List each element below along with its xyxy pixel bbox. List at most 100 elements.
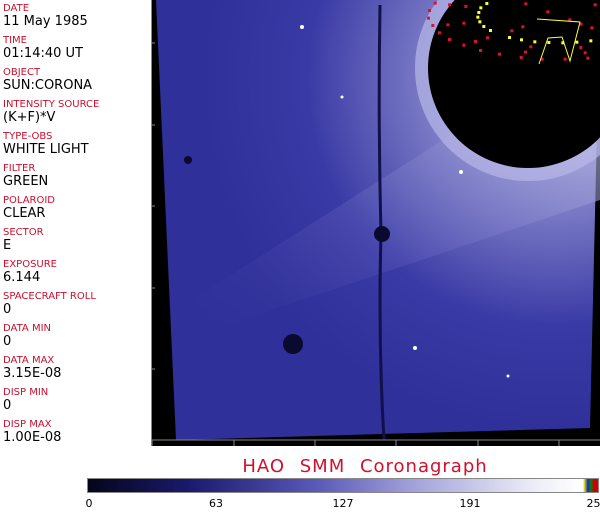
info-label: TYPE-OBS bbox=[3, 131, 53, 142]
marker bbox=[533, 40, 537, 44]
marker bbox=[462, 21, 466, 25]
star bbox=[459, 170, 463, 174]
marker bbox=[510, 29, 514, 33]
marker bbox=[486, 36, 489, 40]
marker bbox=[590, 26, 594, 30]
info-label: FILTER bbox=[3, 163, 36, 174]
colorbar-tick-label: 191 bbox=[459, 497, 481, 510]
marker bbox=[508, 36, 511, 39]
plot-title: HAO SMM Coronagraph bbox=[242, 456, 488, 477]
info-value: E bbox=[3, 238, 12, 253]
info-label: EXPOSURE bbox=[3, 259, 58, 270]
info-value: 0 bbox=[3, 302, 12, 317]
marker bbox=[540, 57, 544, 61]
marker bbox=[428, 9, 431, 12]
marker bbox=[568, 18, 572, 22]
marker bbox=[427, 16, 430, 20]
info-field: TYPE-OBS WHITE LIGHT bbox=[3, 131, 89, 157]
colorbar-tick-label: 255 bbox=[586, 497, 600, 510]
info-field: DISP MIN 0 bbox=[3, 387, 48, 413]
dark-spot bbox=[184, 156, 192, 164]
info-label: SECTOR bbox=[3, 227, 44, 238]
info-value: (K+F)*V bbox=[3, 110, 56, 125]
marker bbox=[446, 23, 450, 27]
marker bbox=[462, 43, 466, 47]
marker bbox=[524, 50, 527, 54]
info-field: DATA MIN 0 bbox=[3, 323, 51, 349]
info-field: SECTOR E bbox=[3, 227, 44, 253]
info-panel: DATE 11 May 1985 TIME 01:14:40 UT OBJECT… bbox=[0, 0, 152, 446]
info-value: 0 bbox=[3, 334, 12, 349]
pylon-spot bbox=[374, 226, 390, 242]
info-value: GREEN bbox=[3, 174, 49, 189]
star bbox=[506, 374, 510, 378]
info-label: DISP MAX bbox=[3, 419, 52, 430]
colorbar-tick-label: 127 bbox=[332, 497, 354, 510]
marker bbox=[589, 39, 593, 43]
star bbox=[413, 346, 417, 350]
info-value: 1.00E-08 bbox=[3, 430, 62, 445]
marker bbox=[482, 25, 486, 28]
marker bbox=[477, 11, 481, 14]
marker bbox=[478, 20, 482, 24]
marker bbox=[479, 49, 482, 52]
info-label: DATE bbox=[3, 3, 30, 14]
marker bbox=[498, 52, 501, 56]
occulter-disk bbox=[428, 0, 600, 168]
sector-outline bbox=[536, 18, 581, 65]
marker bbox=[546, 10, 550, 14]
marker bbox=[438, 31, 441, 35]
info-value: SUN:CORONA bbox=[3, 78, 93, 93]
info-label: DATA MIN bbox=[3, 323, 51, 334]
star bbox=[300, 25, 304, 29]
marker bbox=[579, 46, 583, 49]
info-field: POLAROID CLEAR bbox=[3, 195, 55, 221]
star bbox=[340, 95, 344, 99]
marker bbox=[520, 38, 523, 42]
info-value: 01:14:40 UT bbox=[3, 46, 83, 61]
marker bbox=[464, 5, 468, 8]
colorbar-tick-label: 63 bbox=[209, 497, 223, 510]
info-field: DATA MAX 3.15E-08 bbox=[3, 355, 61, 381]
info-field: OBJECT SUN:CORONA bbox=[3, 67, 92, 93]
dark-spot bbox=[283, 334, 303, 354]
marker bbox=[561, 41, 565, 45]
occulter-halo bbox=[415, 0, 600, 181]
info-value: 6.144 bbox=[3, 270, 41, 285]
info-value: 11 May 1985 bbox=[3, 14, 88, 29]
info-field: FILTER GREEN bbox=[3, 163, 48, 189]
marker bbox=[485, 2, 489, 5]
marker bbox=[489, 29, 492, 32]
occulter-markers bbox=[427, 1, 597, 61]
info-label: TIME bbox=[3, 35, 28, 46]
info-field: INTENSITY SOURCE (K+F)*V bbox=[3, 99, 99, 125]
info-label: SPACECRAFT ROLL bbox=[3, 291, 96, 302]
info-value: 3.15E-08 bbox=[3, 366, 62, 381]
colorbar bbox=[87, 478, 599, 493]
marker bbox=[575, 40, 579, 44]
info-field: DATE 11 May 1985 bbox=[3, 3, 88, 29]
info-label: DISP MIN bbox=[3, 387, 49, 398]
info-label: OBJECT bbox=[3, 67, 41, 78]
info-value: 0 bbox=[3, 398, 12, 413]
image-axes bbox=[152, 42, 600, 446]
marker bbox=[519, 56, 523, 59]
marker bbox=[563, 57, 567, 61]
colorbar-tick-label: 0 bbox=[85, 497, 93, 510]
marker bbox=[586, 56, 590, 60]
marker bbox=[593, 3, 597, 7]
marker bbox=[448, 38, 451, 41]
info-label: INTENSITY SOURCE bbox=[3, 99, 100, 110]
marker bbox=[474, 40, 477, 43]
marker bbox=[476, 15, 480, 19]
info-field: SPACECRAFT ROLL 0 bbox=[3, 291, 96, 317]
info-field: TIME 01:14:40 UT bbox=[3, 35, 83, 61]
marker bbox=[547, 41, 551, 44]
marker bbox=[521, 25, 525, 29]
marker bbox=[583, 51, 587, 55]
info-value: WHITE LIGHT bbox=[3, 142, 89, 157]
info-value: CLEAR bbox=[3, 206, 46, 221]
coronagraph-image bbox=[152, 0, 600, 446]
marker bbox=[448, 3, 451, 7]
marker bbox=[431, 24, 435, 27]
